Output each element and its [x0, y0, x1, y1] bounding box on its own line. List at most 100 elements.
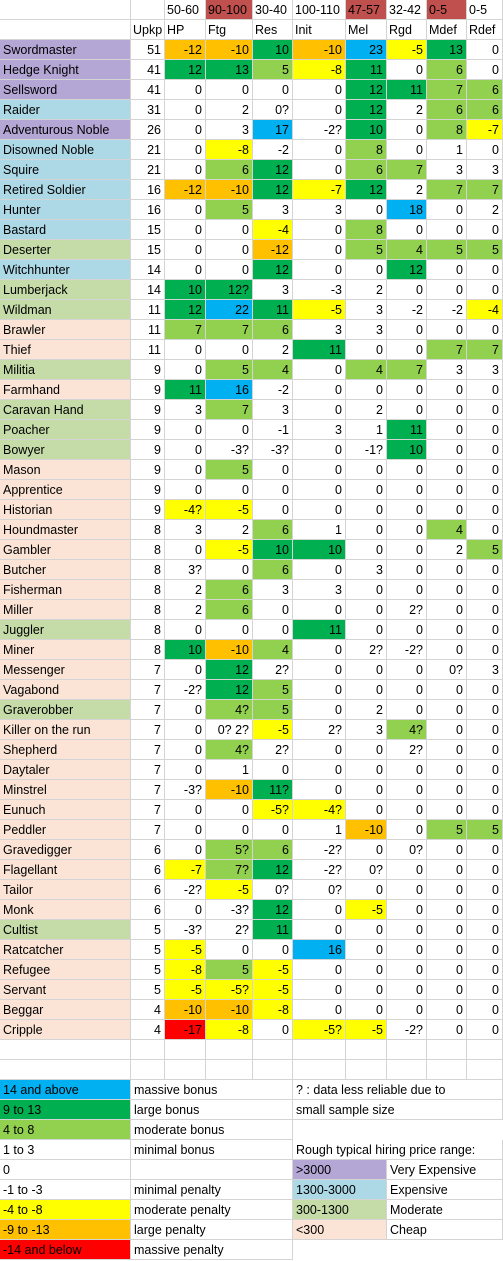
upkeep-value: 7 [131, 800, 165, 820]
range-header-cell: 47-57 [346, 0, 387, 20]
stat-value: 0 [467, 60, 503, 80]
stat-value: 0 [387, 860, 427, 880]
table-row: Squire 21 0 6 12 0 6 7 3 3 [0, 160, 503, 180]
table-row: Witchhunter 14 0 0 12 0 0 12 0 0 [0, 260, 503, 280]
stat-value: 0 [346, 1000, 387, 1020]
stat-value: 2? [346, 640, 387, 660]
stat-value: 7 [467, 340, 503, 360]
background-name: Monk [0, 900, 131, 920]
stat-value: 0 [346, 620, 387, 640]
stat-value: 0 [467, 940, 503, 960]
table-row: Fisherman 8 2 6 3 3 0 0 0 0 [0, 580, 503, 600]
background-name: Disowned Noble [0, 140, 131, 160]
stat-value: 6 [253, 520, 293, 540]
stat-value: -2 [253, 380, 293, 400]
stat-value: 8 [427, 120, 467, 140]
stat-value: 1 [427, 140, 467, 160]
stat-value: 11 [293, 340, 346, 360]
range-header-cell: 0-5 [427, 0, 467, 20]
stat-value: 0 [165, 260, 206, 280]
upkeep-value: 5 [131, 940, 165, 960]
stat-value: 0 [467, 640, 503, 660]
stat-value: 12 [253, 860, 293, 880]
table-row: Swordmaster 51 -12 -10 10 -10 23 -5 13 0 [0, 40, 503, 60]
stat-value: 0 [346, 940, 387, 960]
stat-value: 0 [427, 420, 467, 440]
column-header-cell: Init [293, 20, 346, 40]
background-name: Miner [0, 640, 131, 660]
background-name: Adventurous Noble [0, 120, 131, 140]
stat-value: 0 [165, 240, 206, 260]
table-row: Cripple 4 -17 -8 0 -5? -5 -2? 0 0 [0, 1020, 503, 1040]
stat-value: 0 [253, 80, 293, 100]
stat-value: 0 [387, 760, 427, 780]
legend-label: massive bonus [131, 1080, 293, 1100]
stat-value: 0 [253, 760, 293, 780]
background-name: Swordmaster [0, 40, 131, 60]
column-header-blank [0, 20, 131, 40]
stat-value: 0 [165, 140, 206, 160]
stat-value: 6 [467, 100, 503, 120]
stat-value: 10 [165, 640, 206, 660]
stat-value: 3 [427, 160, 467, 180]
legend-range: 9 to 13 [0, 1100, 131, 1120]
stat-value: 0 [387, 800, 427, 820]
stat-value: 0 [427, 780, 467, 800]
upkeep-value: 4 [131, 1020, 165, 1040]
table-row: Gambler 8 0 -5 10 10 0 0 2 5 [0, 540, 503, 560]
stat-value: 5 [467, 820, 503, 840]
stat-value: 0 [293, 80, 346, 100]
stat-value: 1 [293, 820, 346, 840]
stat-value: -10 [206, 40, 253, 60]
stat-value: 2 [346, 700, 387, 720]
stat-value: 0 [206, 560, 253, 580]
upkeep-value: 41 [131, 60, 165, 80]
stat-value: 0 [346, 540, 387, 560]
legend-note-line2: small sample size [293, 1100, 503, 1120]
stat-value: -5 [165, 940, 206, 960]
column-header-row: Upkp HP Ftg Res Init Mel Rgd Mdef Rdef [0, 20, 503, 40]
stat-value: -2 [253, 140, 293, 160]
stat-value: 0 [346, 380, 387, 400]
table-row: Juggler 8 0 0 0 11 0 0 0 0 [0, 620, 503, 640]
stat-value: 0 [387, 680, 427, 700]
stat-value: 5 [467, 240, 503, 260]
empty-cell [165, 1040, 206, 1060]
legend-range: -4 to -8 [0, 1200, 131, 1220]
stat-value: -4? [293, 800, 346, 820]
stat-value: 5 [253, 700, 293, 720]
stat-value: 0? [293, 880, 346, 900]
stat-value: 0 [387, 280, 427, 300]
table-row: Monk 6 0 -3? 12 0 -5 0 0 0 [0, 900, 503, 920]
stat-value: 0 [467, 700, 503, 720]
stat-value: 12 [253, 160, 293, 180]
stat-value: 11 [165, 380, 206, 400]
stat-value: 0 [387, 920, 427, 940]
stat-value: 0 [427, 740, 467, 760]
stat-value: 12 [165, 60, 206, 80]
stat-value: 4 [253, 640, 293, 660]
upkeep-value: 9 [131, 400, 165, 420]
stat-value: 12 [387, 260, 427, 280]
stat-value: 3 [253, 280, 293, 300]
stat-value: 0? 2? [206, 720, 253, 740]
stat-value: 7 [165, 320, 206, 340]
stat-value: 0 [427, 1000, 467, 1020]
background-name: Gravedigger [0, 840, 131, 860]
empty-cell [293, 1060, 346, 1080]
stat-value: 6 [427, 60, 467, 80]
stat-value: -8 [206, 140, 253, 160]
stat-value: 0 [467, 220, 503, 240]
stat-value: 0 [253, 600, 293, 620]
stat-value: -10 [346, 820, 387, 840]
range-header-cell: 90-100 [206, 0, 253, 20]
stat-value: -17 [165, 1020, 206, 1040]
stat-value: 7 [206, 400, 253, 420]
stat-value: 0 [346, 780, 387, 800]
stat-value: 12 [206, 660, 253, 680]
background-name: Hedge Knight [0, 60, 131, 80]
stat-value: 0 [467, 680, 503, 700]
upkeep-value: 7 [131, 820, 165, 840]
stat-value: 0 [387, 380, 427, 400]
empty-cell [253, 1060, 293, 1080]
